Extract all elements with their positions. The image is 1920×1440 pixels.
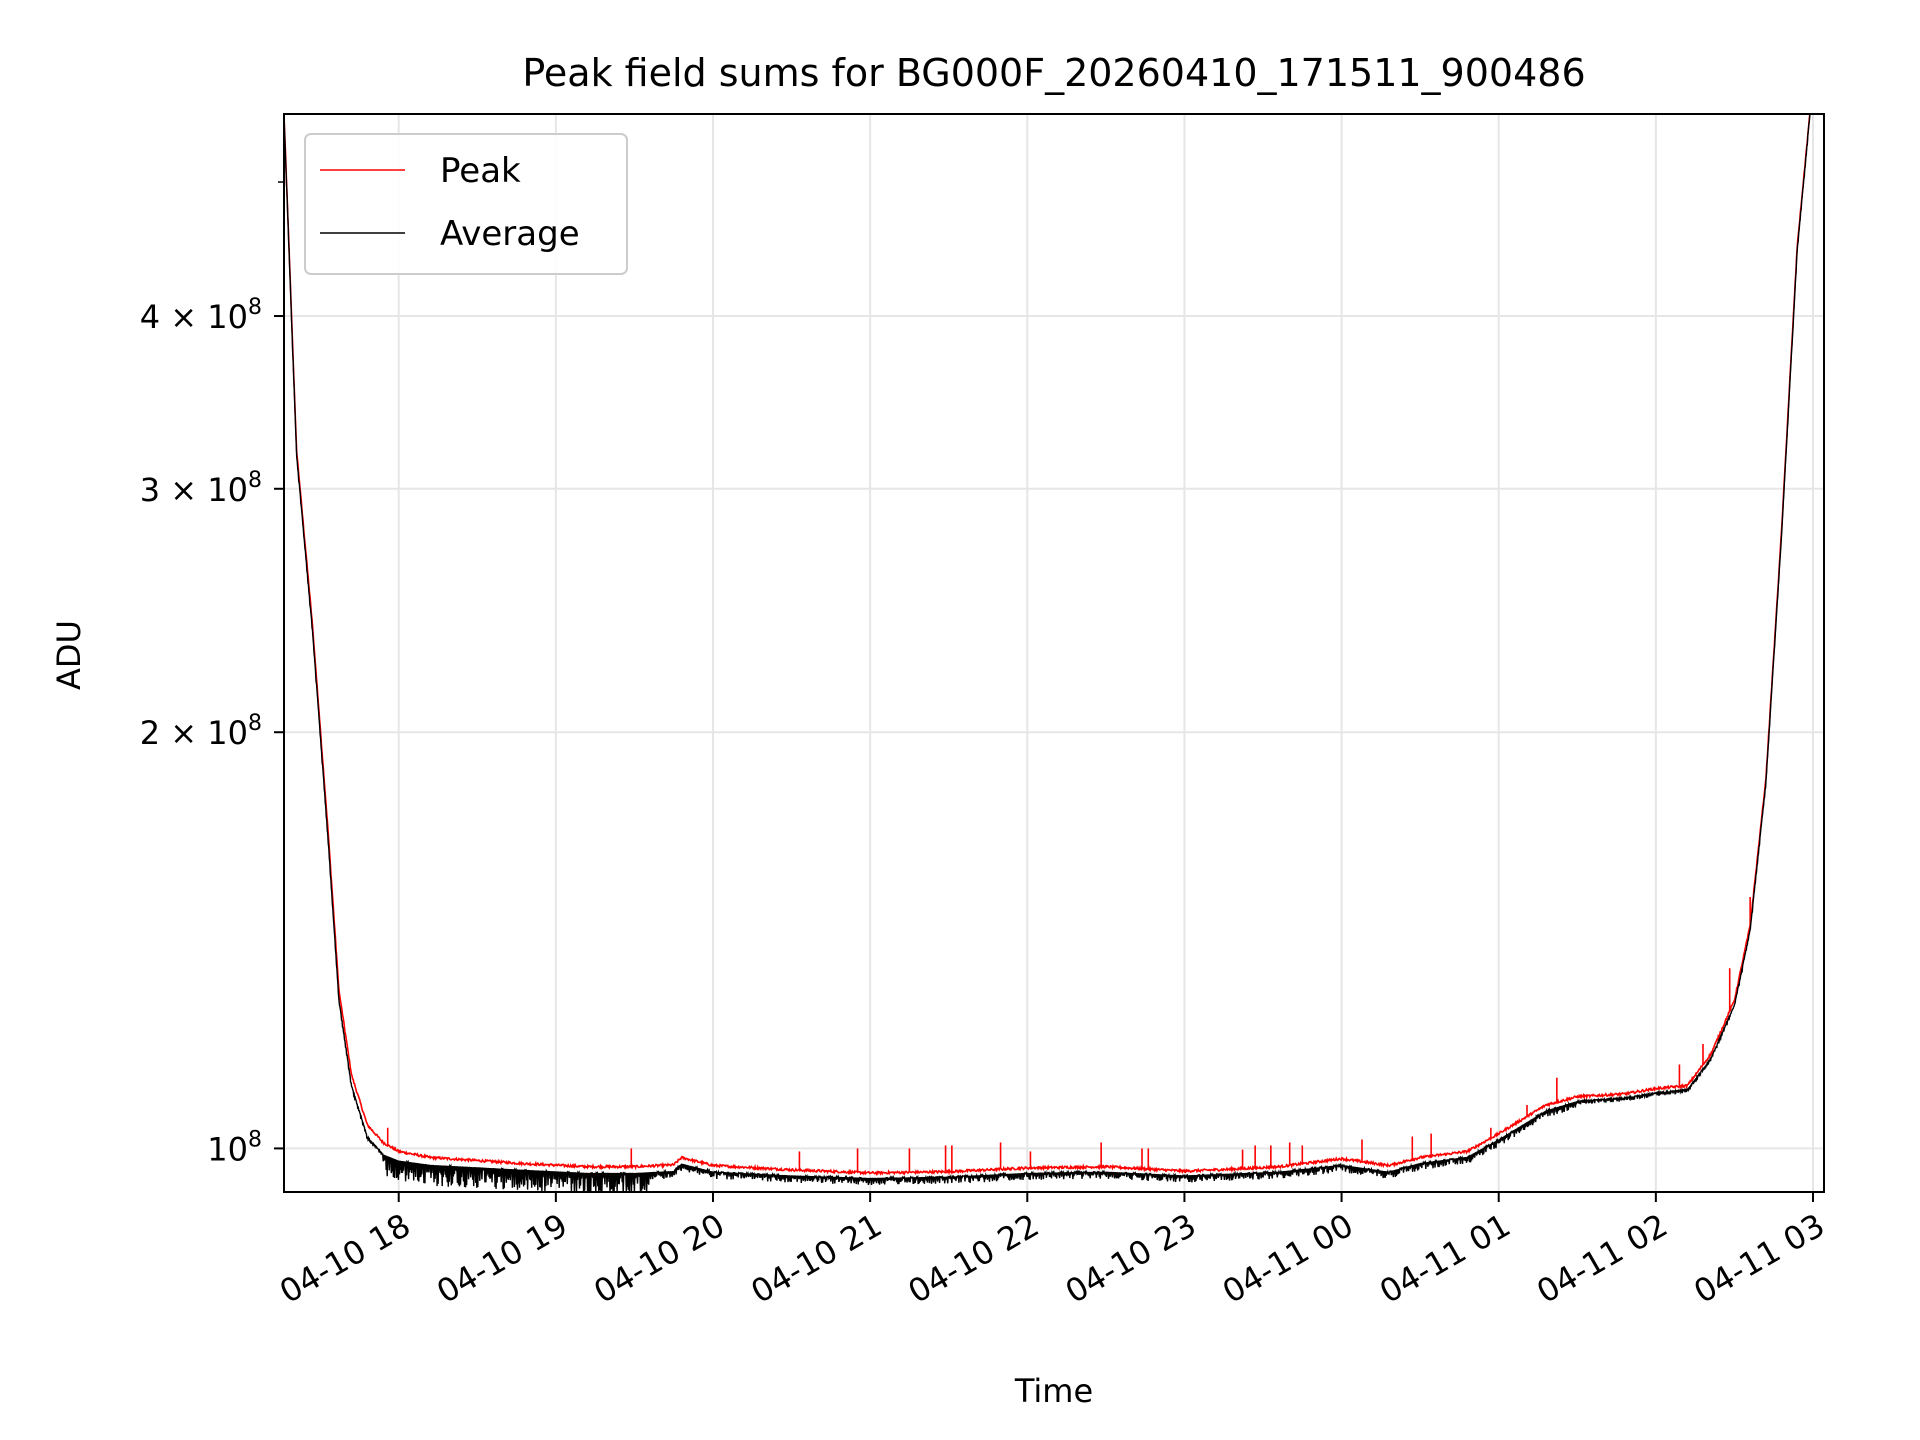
legend-peak-label: Peak <box>440 151 521 191</box>
series-peak-line <box>284 114 1811 1176</box>
y-axis: 108 2 × 108 3 × 108 4 × 108 <box>140 181 284 1168</box>
y-axis-label: ADU <box>50 620 88 690</box>
x-axis-label: Time <box>1014 1372 1093 1410</box>
series-average-line <box>284 114 1811 1192</box>
plot-frame <box>283 113 1825 1193</box>
y-tick-label: 3 × 108 <box>140 468 262 509</box>
legend-box <box>304 133 628 275</box>
chart-title: Peak field sums for BG000F_20260410_1715… <box>522 51 1585 95</box>
legend: Peak Average <box>304 133 628 275</box>
y-tick-label: 4 × 108 <box>140 295 262 336</box>
y-tick-label: 2 × 108 <box>140 711 262 752</box>
y-tick-label: 108 <box>207 1127 262 1168</box>
grid-lines <box>284 114 1824 1192</box>
legend-average-label: Average <box>440 214 580 254</box>
series-layer <box>284 114 1811 1192</box>
